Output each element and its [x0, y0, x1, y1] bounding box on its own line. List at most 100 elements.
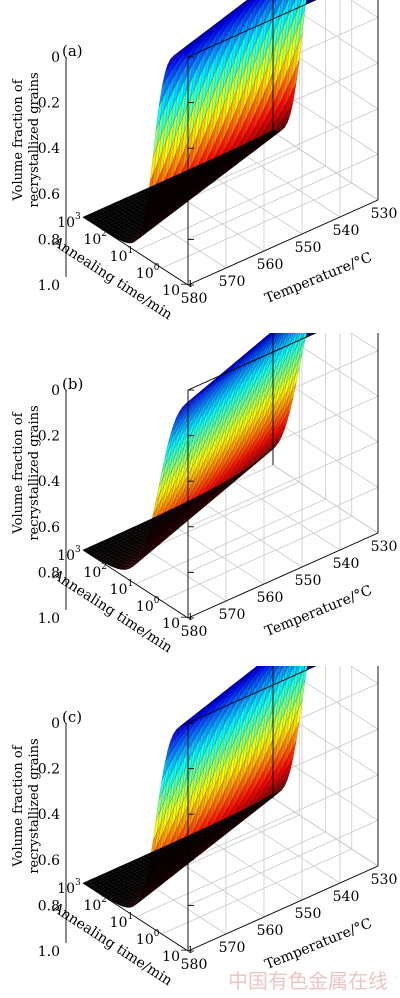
grid-line-back-z	[272, 419, 379, 488]
surface-cell	[193, 496, 202, 500]
grid-line-floor-time	[135, 498, 326, 585]
grid-line-floor-temp	[196, 831, 303, 901]
x-tick-exponent: −1	[180, 280, 193, 290]
x-tick-exponent: 0	[154, 596, 160, 606]
surface	[82, 666, 316, 908]
axis-edge	[82, 216, 189, 286]
surface-cell	[263, 666, 267, 669]
grid-line-floor-temp	[234, 814, 341, 884]
z-tick-label: 0.8	[38, 232, 60, 248]
y-tick-label: 580	[181, 624, 208, 640]
surface-cell	[274, 666, 279, 672]
grid-line-back-z	[350, 666, 379, 684]
x-axis-label: Annealing time/min	[49, 566, 175, 656]
grid-line-floor-time	[161, 515, 352, 602]
z-tick-label: 0.6	[38, 187, 60, 203]
x-tick-label: 10	[83, 565, 101, 581]
surface-cell	[173, 505, 182, 510]
x-tick-label: 10	[110, 249, 128, 265]
y-tick-label: 530	[371, 539, 398, 555]
axis-edge	[187, 532, 379, 619]
surface-cell	[220, 481, 229, 485]
surface-cell	[288, 333, 293, 339]
surface-cell	[244, 141, 253, 146]
surface-cell	[106, 204, 114, 209]
surface-cell	[142, 188, 150, 193]
z-tick-label: 0	[51, 383, 60, 399]
surface-cell	[252, 0, 256, 5]
grid-line-floor-time	[135, 165, 326, 252]
surface-cell	[262, 0, 266, 5]
x-tick-exponent: 0	[154, 263, 160, 273]
surface-cell	[293, 666, 295, 667]
surface-cell	[303, 666, 306, 670]
surface-cell	[86, 213, 95, 218]
surface-cell	[264, 132, 273, 136]
x-tick-label: 10	[162, 616, 180, 632]
surface-cell	[225, 150, 233, 155]
y-tick-label: 570	[219, 607, 246, 623]
surface-cell	[130, 193, 138, 198]
surface-cell	[298, 333, 301, 336]
axis-edge	[187, 199, 379, 286]
x-tick-exponent: 1	[128, 579, 134, 589]
y-tick-label: 550	[295, 573, 322, 589]
y-tick-label: 560	[257, 257, 284, 273]
grid-line-floor-temp	[234, 481, 341, 551]
z-axis-label: Volume fraction ofrecrystallized grains	[11, 72, 42, 207]
surface-cell	[149, 184, 158, 189]
z-tick-label: 1.0	[38, 278, 60, 294]
panel-label: (a)	[62, 42, 83, 60]
surface-cell	[213, 156, 221, 161]
z-tick-label: 0.4	[38, 474, 60, 490]
surface-cell	[138, 190, 146, 195]
x-tick-exponent: 2	[101, 562, 107, 572]
panel-c: 0 0.2 0.4 0.6 0.8 1.0 Volume fraction ofrecrys…	[0, 666, 400, 998]
surface-cell	[287, 333, 290, 335]
surface-cell	[98, 207, 107, 212]
surface-cell	[249, 462, 257, 467]
z-axis-label: Volume fraction ofrecrystallized grains	[11, 405, 42, 540]
surface-cell	[142, 520, 150, 525]
x-tick-label: 10	[57, 215, 75, 231]
x-tick-label: 10	[83, 232, 101, 248]
y-tick-label: 540	[333, 556, 360, 572]
x-tick-exponent: 2	[101, 229, 107, 239]
surface-cell	[267, 0, 271, 6]
surface-cell	[280, 0, 283, 3]
y-tick-label: 580	[181, 291, 208, 307]
grid-line-floor-time	[161, 848, 352, 935]
grid-line-back-z	[272, 797, 379, 867]
surface-cell	[260, 134, 269, 138]
grid-line-back-z	[350, 0, 379, 18]
surface-cell	[217, 483, 226, 487]
grid-line-back-z	[272, 464, 379, 534]
z-tick-label: 0.8	[38, 565, 60, 581]
x-tick-label: 10	[136, 266, 154, 282]
surface-cell	[157, 181, 166, 186]
surface	[82, 0, 316, 244]
surface-cell	[138, 522, 146, 527]
surface-cell	[189, 498, 198, 502]
x-axis-label: Annealing time/min	[49, 233, 175, 323]
surface-cell	[256, 666, 259, 668]
x-tick-exponent: 1	[128, 246, 134, 256]
surface-cell	[250, 0, 253, 1]
grid-line-left-z	[187, 774, 379, 861]
surface-cell	[303, 333, 305, 334]
surface-cell	[237, 145, 245, 150]
x-tick-label: 10	[136, 599, 154, 615]
y-tick-label: 540	[333, 223, 360, 239]
surface-cell	[86, 546, 95, 551]
surface-cell	[161, 179, 170, 184]
y-tick-label: 550	[295, 240, 322, 256]
surface-cell	[257, 0, 261, 5]
surface-cell	[284, 666, 290, 673]
surface-cell	[269, 666, 275, 672]
surface-cell	[269, 333, 273, 336]
surface-cell	[282, 333, 286, 337]
grid-line-floor-temp	[234, 148, 341, 218]
surface-cell	[94, 209, 103, 214]
x-tick-label: 10	[162, 283, 180, 299]
